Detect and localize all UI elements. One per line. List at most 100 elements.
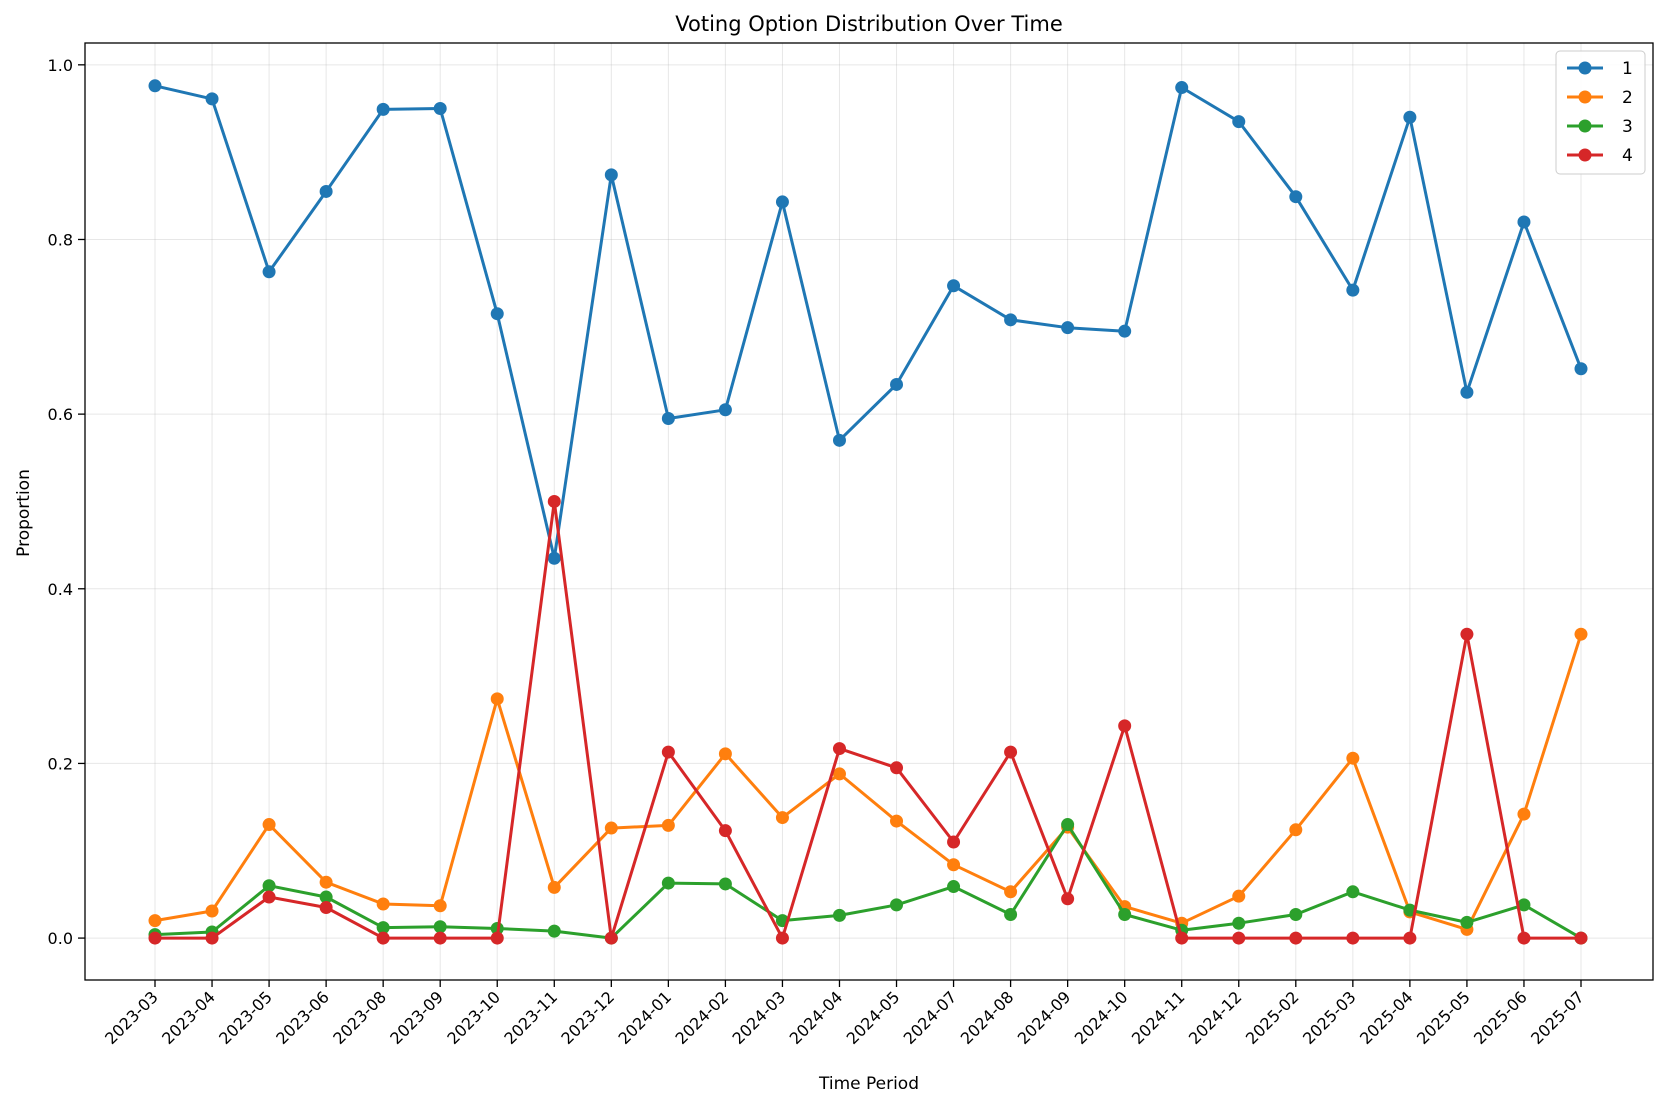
data-point xyxy=(205,92,219,106)
data-point xyxy=(1232,115,1246,129)
data-point xyxy=(890,898,904,912)
data-point xyxy=(1346,931,1360,945)
x-tick-label: 2023-04 xyxy=(158,987,219,1048)
chart-title: Voting Option Distribution Over Time xyxy=(675,12,1063,36)
legend-marker xyxy=(1578,90,1592,104)
data-point xyxy=(890,761,904,775)
data-point xyxy=(148,914,162,928)
x-tick-label: 2024-02 xyxy=(672,987,733,1048)
data-point xyxy=(1517,931,1531,945)
data-point xyxy=(1517,215,1531,229)
data-point xyxy=(661,411,675,425)
y-axis-ticks: 0.0 0.2 0.4 0.6 0.8 1.0 xyxy=(48,56,85,948)
legend-label: 3 xyxy=(1622,117,1633,137)
data-point xyxy=(604,168,618,182)
data-point xyxy=(1574,931,1588,945)
data-point xyxy=(1460,385,1474,399)
legend-label: 1 xyxy=(1622,59,1633,79)
data-point xyxy=(148,79,162,93)
series-line-4 xyxy=(155,500,1581,940)
data-point xyxy=(1289,190,1303,204)
data-point xyxy=(718,403,732,417)
x-tick-label: 2023-12 xyxy=(557,987,618,1048)
data-point xyxy=(947,835,961,849)
series-3 xyxy=(148,818,1588,945)
series-line-3 xyxy=(154,823,1582,940)
data-point xyxy=(890,377,904,391)
x-tick-label: 2025-02 xyxy=(1242,987,1303,1048)
series-4 xyxy=(148,494,1588,945)
data-point xyxy=(262,818,276,832)
data-point xyxy=(1574,362,1588,376)
x-tick-label: 2023-10 xyxy=(443,987,504,1048)
x-tick-label: 2024-04 xyxy=(786,987,847,1048)
data-point xyxy=(1574,627,1588,641)
series-2 xyxy=(148,627,1588,936)
data-point xyxy=(1460,915,1474,929)
data-point xyxy=(262,890,276,904)
x-axis-label: Time Period xyxy=(818,1074,919,1094)
x-tick-label: 2025-03 xyxy=(1299,987,1360,1048)
data-point xyxy=(890,814,904,828)
data-point xyxy=(718,747,732,761)
data-point xyxy=(1118,719,1132,733)
x-tick-label: 2023-05 xyxy=(215,987,276,1048)
y-tick-label: 0.2 xyxy=(48,754,73,773)
data-point xyxy=(1118,908,1132,922)
data-point xyxy=(775,195,789,209)
x-tick-label: 2024-07 xyxy=(900,987,961,1048)
data-point xyxy=(1517,898,1531,912)
data-point xyxy=(262,265,276,279)
legend: 1 2 3 4 xyxy=(1555,50,1646,175)
data-point xyxy=(947,880,961,894)
legend-box xyxy=(1555,50,1646,175)
data-point xyxy=(1289,908,1303,922)
data-point xyxy=(775,811,789,825)
y-tick-label: 0.0 xyxy=(48,929,73,948)
data-point xyxy=(490,931,504,945)
data-point xyxy=(1175,81,1189,95)
legend-marker xyxy=(1578,148,1592,162)
data-point xyxy=(1346,283,1360,297)
data-point xyxy=(718,877,732,891)
series-layer xyxy=(148,79,1588,945)
legend-label: 2 xyxy=(1622,88,1633,108)
data-point xyxy=(661,818,675,832)
data-point xyxy=(376,921,390,935)
series-1 xyxy=(148,79,1588,565)
data-point xyxy=(1289,931,1303,945)
data-point xyxy=(1346,751,1360,765)
plot-frame xyxy=(84,42,1654,981)
data-point xyxy=(832,742,846,756)
data-point xyxy=(661,876,675,890)
x-tick-label: 2023-08 xyxy=(329,987,390,1048)
legend-marker xyxy=(1578,119,1592,133)
legend-item-1: 1 xyxy=(1567,59,1633,79)
y-tick-label: 0.8 xyxy=(48,230,73,249)
legend-label: 4 xyxy=(1622,146,1633,166)
x-tick-label: 2023-06 xyxy=(272,987,333,1048)
data-point xyxy=(775,931,789,945)
data-point xyxy=(1517,807,1531,821)
y-tick-label: 0.4 xyxy=(48,580,73,599)
data-point xyxy=(1175,931,1189,945)
series-line-2 xyxy=(154,633,1583,931)
data-point xyxy=(547,924,561,938)
data-point xyxy=(1232,889,1246,903)
x-tick-label: 2023-09 xyxy=(386,987,447,1048)
data-point xyxy=(433,920,447,934)
data-point xyxy=(148,931,162,945)
data-point xyxy=(433,931,447,945)
series-line-1 xyxy=(154,84,1583,560)
y-axis-label: Proportion xyxy=(14,469,34,557)
x-tick-label: 2025-07 xyxy=(1527,987,1588,1048)
data-point xyxy=(1346,885,1360,899)
data-point xyxy=(947,279,961,293)
data-point xyxy=(547,880,561,894)
x-axis-ticks: 2023-032023-042023-052023-062023-082023-… xyxy=(101,980,1588,1048)
data-point xyxy=(832,908,846,922)
legend-item-2: 2 xyxy=(1567,88,1633,108)
data-point xyxy=(433,899,447,913)
data-point xyxy=(832,433,846,447)
data-point xyxy=(376,897,390,911)
